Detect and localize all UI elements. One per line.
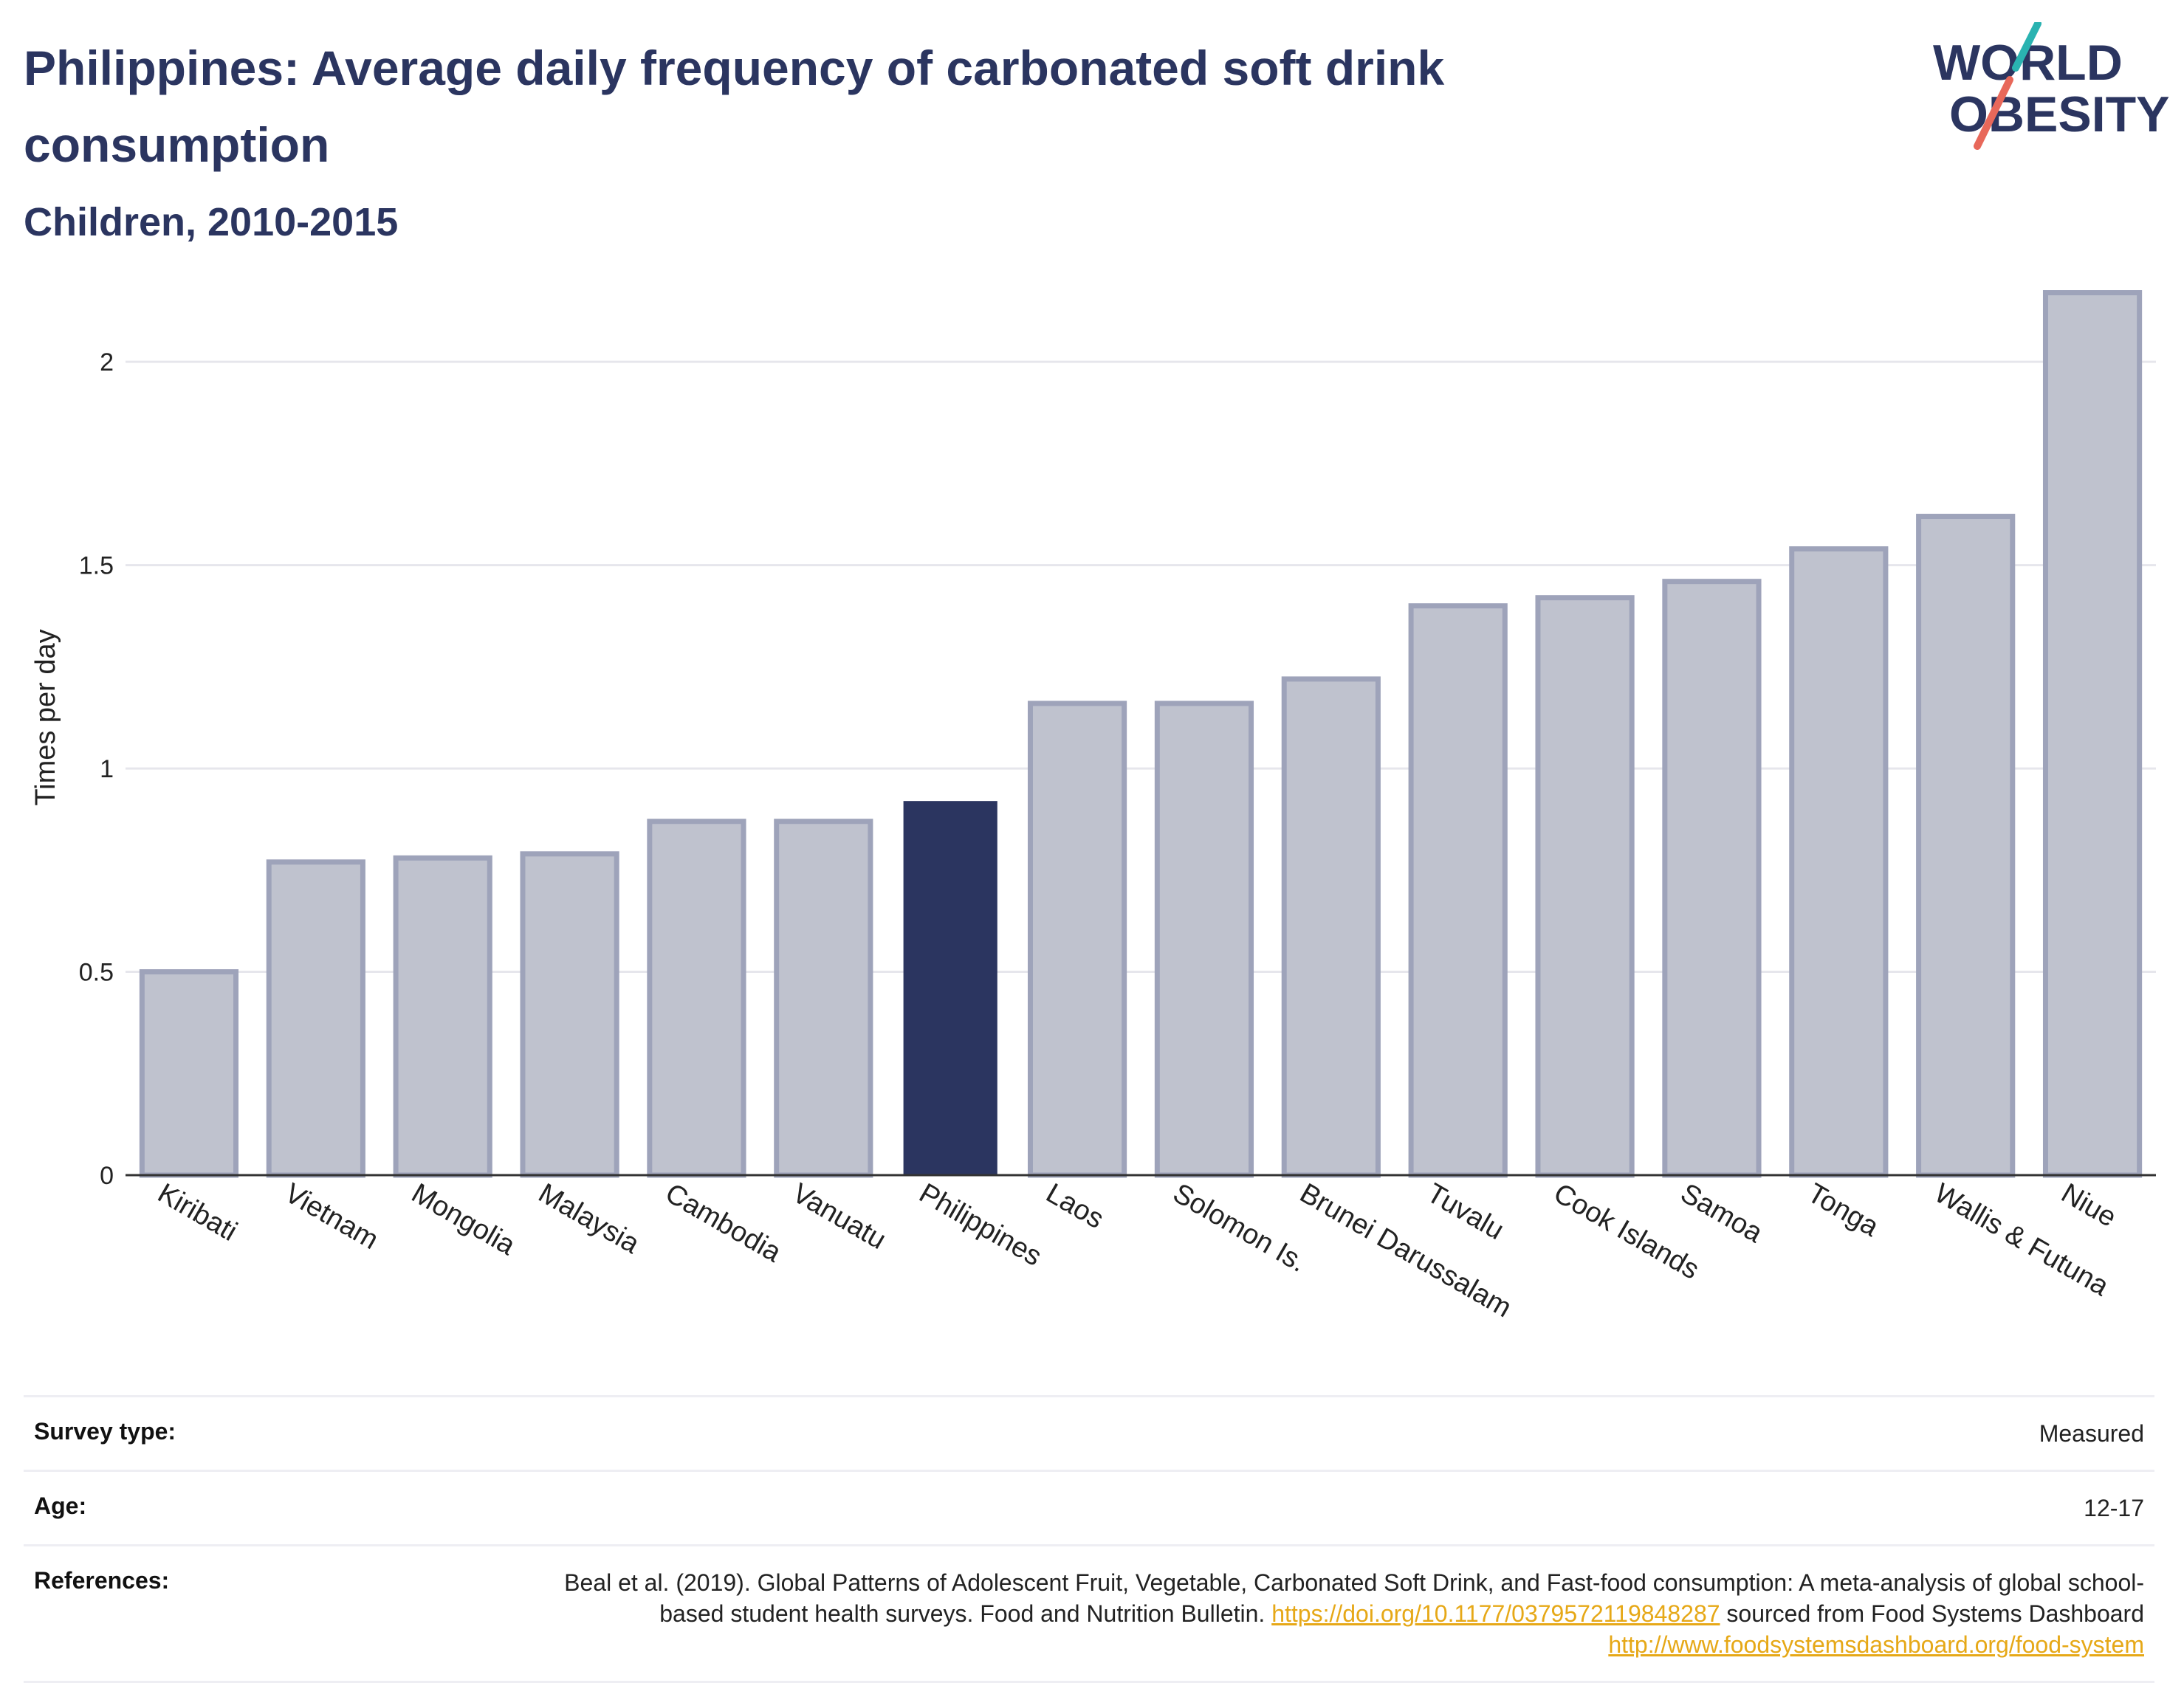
y-tick-label: 0 <box>100 1162 114 1190</box>
y-axis-title: Times per day <box>30 629 61 805</box>
y-tick-label: 0.5 <box>79 959 114 987</box>
references-text-2: sourced from Food Systems Dashboard <box>1720 1600 2144 1627</box>
age-label: Age: <box>34 1493 87 1519</box>
x-tick-label: Cambodia <box>660 1177 787 1268</box>
x-tick-label: Mongolia <box>406 1177 521 1262</box>
references-text: Beal et al. (2019). Global Patterns of A… <box>564 1569 2144 1627</box>
x-tick-label: Tonga <box>1802 1177 1884 1243</box>
bar-vanuatu <box>774 819 873 1178</box>
bar-mongolia <box>393 855 492 1178</box>
bar-brunei-darussalam <box>1281 676 1381 1178</box>
x-tick-label: Brunei Darussalam <box>1294 1177 1517 1324</box>
bar-cook-islands <box>1535 595 1635 1178</box>
x-tick-label: Philippines <box>914 1177 1047 1272</box>
x-tick-label: Malaysia <box>533 1177 645 1260</box>
bar-tuvalu <box>1408 603 1508 1178</box>
x-tick-label: Solomon Is. <box>1167 1177 1311 1278</box>
y-tick-label: 1 <box>100 755 114 783</box>
x-tick-label: Samoa <box>1675 1177 1768 1249</box>
survey-type-row: Survey type: Measured <box>24 1395 2154 1470</box>
bar-kiribati <box>139 969 239 1178</box>
bar-solomon-is- <box>1154 701 1254 1178</box>
bar-malaysia <box>520 851 619 1178</box>
chart-subtitle: Children, 2010-2015 <box>24 200 399 244</box>
bar-niue <box>2042 290 2143 1178</box>
x-tick-label: Vietnam <box>279 1177 383 1256</box>
logo-slash-red <box>1974 76 2013 150</box>
x-tick-label: Kiribati <box>152 1177 242 1247</box>
metadata-table: Survey type: Measured Age: 12-17 Referen… <box>24 1395 2154 1683</box>
bar-samoa <box>1662 579 1762 1178</box>
y-tick-label: 2 <box>100 348 114 376</box>
y-tick-label: 1.5 <box>79 552 114 580</box>
bar-chart: 0 0.5 1 1.5 2 Times per day Kiribati Vietnam Mon… <box>30 290 2156 1324</box>
x-tick-label: Laos <box>1041 1177 1109 1235</box>
bar-tonga <box>1789 546 1889 1178</box>
survey-type-value: Measured <box>2039 1420 2144 1447</box>
bar-wallis-futuna <box>1916 514 2016 1178</box>
bar-philippines <box>903 801 997 1175</box>
bar-vietnam <box>266 859 365 1178</box>
age-value: 12-17 <box>2084 1495 2144 1521</box>
food-systems-link[interactable]: http://www.foodsystemsdashboard.org/food… <box>1608 1631 2144 1658</box>
x-tick-label: Vanuatu <box>787 1177 891 1256</box>
x-tick-label: Niue <box>2056 1177 2122 1233</box>
bar-laos <box>1027 701 1127 1178</box>
doi-link[interactable]: https://doi.org/10.1177/0379572119848287 <box>1271 1600 1720 1627</box>
references-value: Beal et al. (2019). Global Patterns of A… <box>564 1567 2144 1660</box>
survey-type-label: Survey type: <box>34 1418 176 1445</box>
bar-cambodia <box>647 819 746 1178</box>
chart-title: Philippines: Average daily frequency of … <box>24 41 1445 172</box>
logo-slash-teal <box>2012 22 2042 72</box>
x-tick-label: Tuvalu <box>1421 1177 1509 1246</box>
references-label: References: <box>34 1567 170 1594</box>
references-row: References: Beal et al. (2019). Global P… <box>24 1544 2154 1683</box>
age-row: Age: 12-17 <box>24 1470 2154 1544</box>
world-obesity-logo: WORLD OBESITY <box>1933 22 2170 150</box>
